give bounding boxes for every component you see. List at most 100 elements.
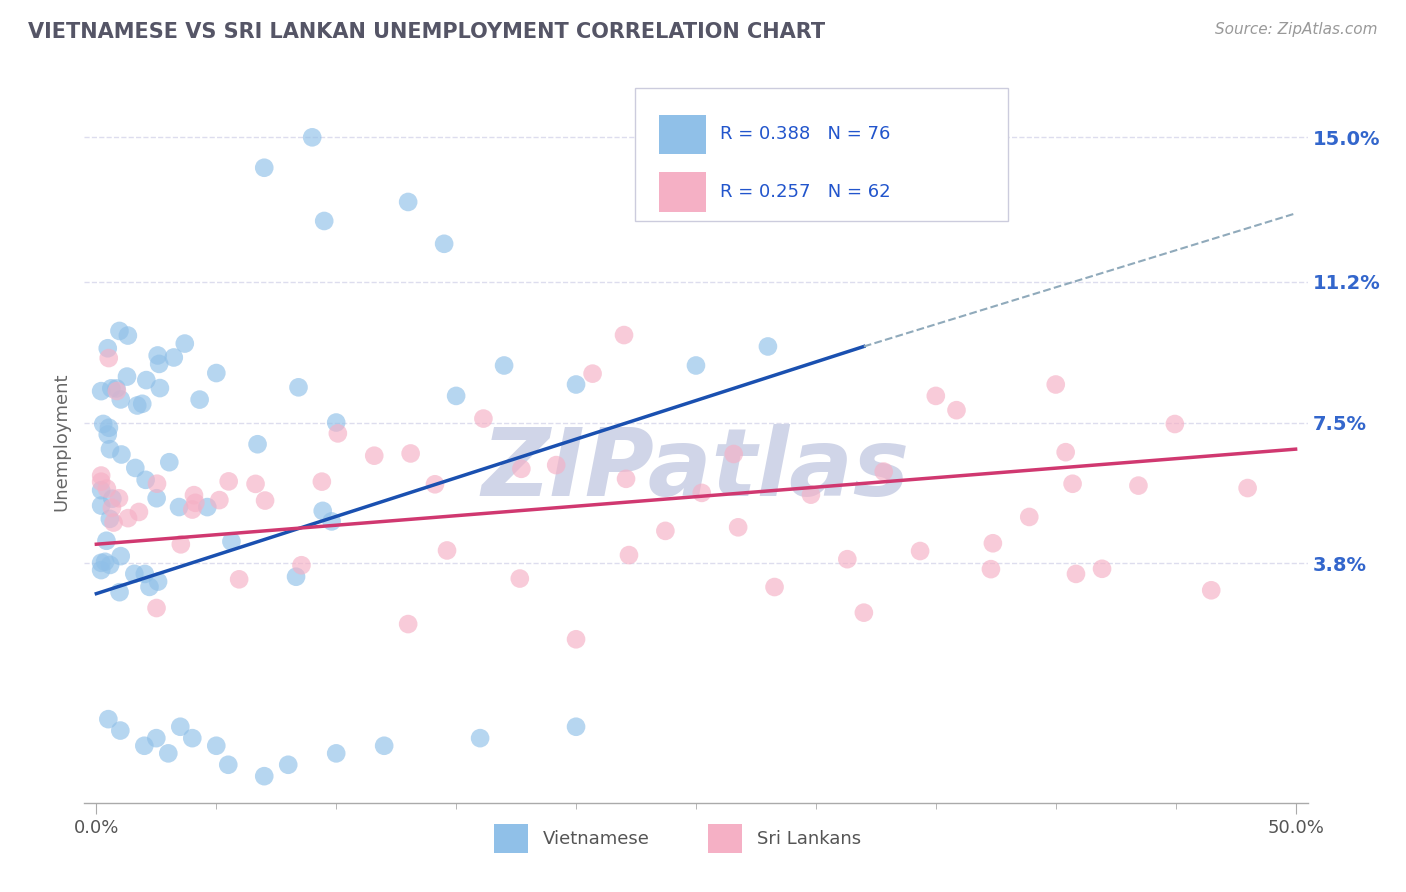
Point: [184, 496, 207, 510]
Point: [97, 341, 120, 355]
FancyBboxPatch shape: [636, 87, 1008, 221]
Point: [277, 757, 299, 772]
Point: [91, 417, 114, 431]
Point: [146, 476, 169, 491]
Point: [472, 411, 495, 425]
Point: [173, 336, 195, 351]
Point: [183, 488, 205, 502]
Point: [181, 731, 204, 746]
Point: [128, 505, 150, 519]
Point: [444, 389, 467, 403]
Point: [127, 399, 149, 413]
Point: [325, 416, 347, 430]
Point: [581, 367, 603, 381]
Point: [613, 328, 636, 343]
Bar: [709, 824, 742, 854]
Point: [1128, 478, 1150, 492]
Point: [108, 324, 131, 338]
Point: [253, 769, 276, 783]
Point: [146, 348, 169, 362]
Text: Source: ZipAtlas.com: Source: ZipAtlas.com: [1215, 22, 1378, 37]
Point: [148, 357, 170, 371]
Point: [980, 562, 1002, 576]
Point: [145, 731, 167, 746]
Point: [756, 339, 779, 353]
Point: [727, 520, 749, 534]
Point: [181, 502, 204, 516]
Point: [1054, 445, 1077, 459]
Point: [98, 512, 121, 526]
Point: [837, 552, 859, 566]
Point: [90, 556, 112, 570]
Point: [115, 369, 138, 384]
Point: [157, 747, 180, 761]
Point: [321, 515, 343, 529]
Point: [110, 723, 132, 738]
Point: [723, 447, 745, 461]
Bar: [659, 172, 706, 212]
Point: [134, 739, 156, 753]
Point: [145, 491, 167, 506]
Point: [138, 580, 160, 594]
Point: [90, 483, 112, 498]
Point: [228, 572, 250, 586]
Point: [314, 214, 336, 228]
Point: [97, 421, 120, 435]
Point: [1064, 566, 1087, 581]
Point: [565, 377, 588, 392]
Point: [98, 442, 121, 457]
Bar: [659, 114, 706, 154]
Point: [94, 555, 117, 569]
Point: [98, 558, 121, 572]
Point: [131, 397, 153, 411]
Text: Sri Lankans: Sri Lankans: [758, 830, 862, 848]
Point: [908, 544, 931, 558]
Point: [436, 543, 458, 558]
Point: [221, 534, 243, 549]
Point: [287, 380, 309, 394]
Point: [873, 465, 896, 479]
Point: [565, 720, 588, 734]
Point: [253, 161, 276, 175]
Point: [399, 446, 422, 460]
Point: [509, 572, 531, 586]
Point: [149, 381, 172, 395]
Point: [1062, 476, 1084, 491]
Point: [205, 739, 228, 753]
Point: [167, 500, 190, 514]
Point: [117, 328, 139, 343]
Point: [546, 458, 568, 472]
Point: [690, 486, 713, 500]
Point: [124, 566, 146, 581]
Point: [208, 493, 231, 508]
Point: [97, 427, 120, 442]
Point: [494, 359, 516, 373]
Point: [510, 462, 533, 476]
Point: [110, 392, 132, 407]
Point: [145, 601, 167, 615]
Point: [565, 632, 588, 647]
Bar: [494, 824, 529, 854]
Point: [614, 472, 637, 486]
Point: [90, 468, 112, 483]
Point: [170, 537, 193, 551]
Point: [110, 448, 132, 462]
Point: [763, 580, 786, 594]
Point: [800, 488, 823, 502]
Text: VIETNAMESE VS SRI LANKAN UNEMPLOYMENT CORRELATION CHART: VIETNAMESE VS SRI LANKAN UNEMPLOYMENT CO…: [28, 22, 825, 42]
Point: [110, 549, 132, 563]
Point: [96, 533, 118, 548]
Point: [205, 366, 228, 380]
Y-axis label: Unemployment: Unemployment: [52, 372, 70, 511]
Point: [326, 426, 349, 441]
Point: [96, 482, 118, 496]
Point: [90, 563, 112, 577]
Point: [246, 437, 269, 451]
Point: [285, 570, 308, 584]
Point: [301, 130, 323, 145]
Point: [217, 757, 239, 772]
Point: [617, 548, 640, 562]
Point: [105, 384, 128, 398]
Point: [146, 574, 169, 589]
Point: [925, 389, 948, 403]
